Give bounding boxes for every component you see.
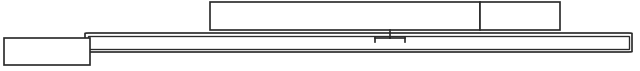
FancyBboxPatch shape <box>85 33 632 52</box>
Bar <box>210 2 480 30</box>
Bar <box>4 38 90 65</box>
Bar <box>480 2 560 30</box>
Bar <box>88 36 629 49</box>
